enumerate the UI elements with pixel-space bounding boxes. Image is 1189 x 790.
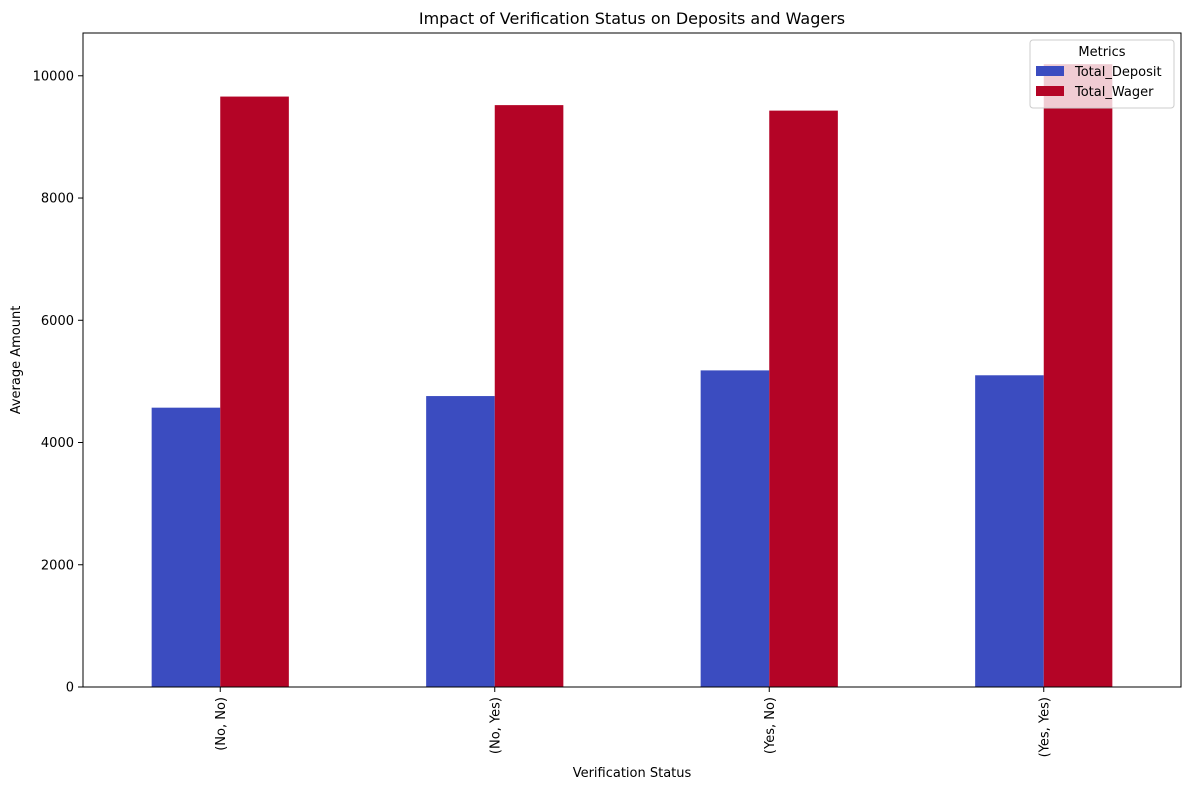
y-tick-label: 4000 (41, 436, 74, 451)
y-tick-label: 6000 (41, 314, 74, 329)
legend-swatch-total-deposit (1036, 66, 1064, 76)
legend-items: Total_Deposit Total_Wager (1036, 65, 1162, 100)
y-tick-label: 0 (66, 681, 74, 696)
y-axis: 0 2000 4000 6000 8000 10000 (33, 69, 83, 696)
y-axis-label: Average Amount (9, 306, 24, 415)
legend-title: Metrics (1078, 45, 1125, 60)
legend-label-total-deposit: Total_Deposit (1074, 65, 1162, 80)
x-axis-label: Verification Status (573, 766, 692, 781)
x-tick-label: (No, No) (214, 697, 229, 751)
bar-total-deposit-3 (700, 370, 770, 687)
bar-total-wager-4 (1043, 64, 1113, 688)
legend-label-total-wager: Total_Wager (1074, 85, 1154, 100)
bar-total-deposit-1 (151, 407, 221, 687)
bar-total-wager-1 (220, 96, 289, 688)
chart-title: Impact of Verification Status on Deposit… (419, 9, 845, 28)
x-axis: (No, No) (No, Yes) (Yes, No) (Yes, Yes) (214, 687, 1052, 757)
bar-total-wager-2 (494, 105, 564, 688)
bar-total-deposit-2 (426, 396, 495, 687)
legend-swatch-total-wager (1036, 86, 1064, 96)
x-tick-label: (No, Yes) (488, 697, 503, 754)
x-tick-label: (Yes, Yes) (1037, 697, 1052, 757)
y-tick-label: 10000 (33, 69, 74, 84)
y-tick-label: 8000 (41, 192, 74, 207)
legend: Metrics Total_Deposit Total_Wager (1029, 39, 1175, 109)
plot-frame (82, 32, 1182, 688)
bar-total-wager-3 (769, 110, 838, 688)
x-tick-label: (Yes, No) (763, 697, 778, 754)
y-tick-label: 2000 (41, 558, 74, 573)
legend-box (1029, 39, 1175, 109)
bar-total-deposit-4 (975, 375, 1044, 687)
bars-group (151, 64, 1113, 688)
